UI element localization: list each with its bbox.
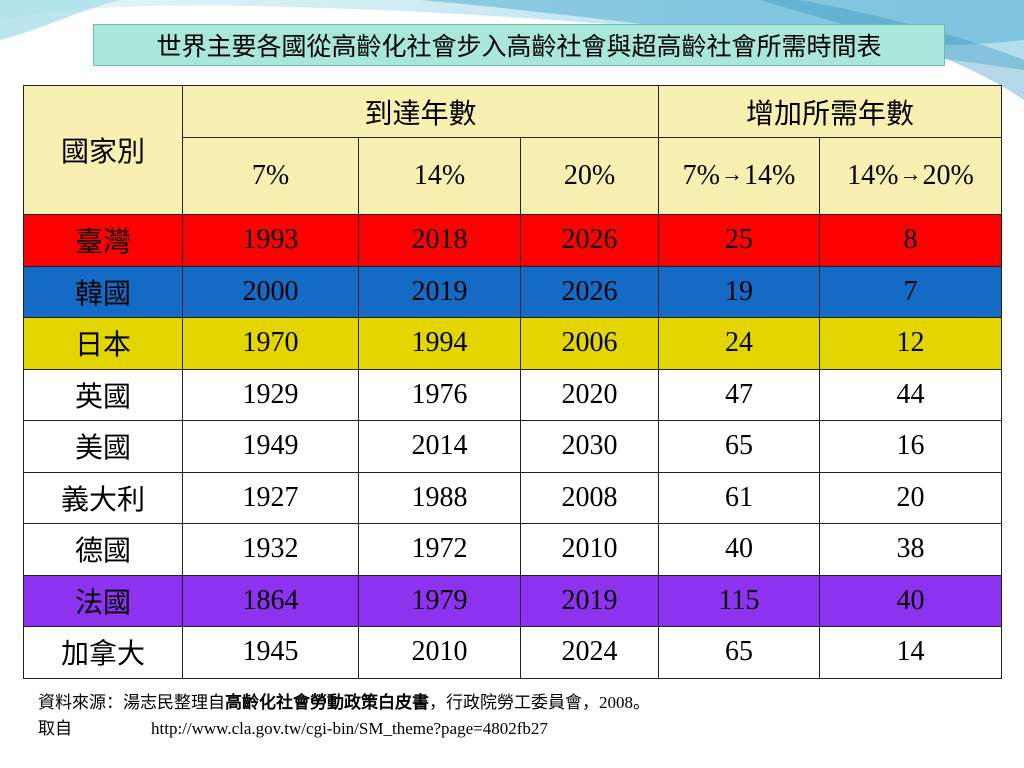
country-cell: 德國: [23, 523, 183, 576]
header-to-1: 14%: [744, 160, 796, 191]
header-col-7: 7%: [182, 137, 359, 215]
header-years-needed: 增加所需年數: [658, 85, 1002, 138]
header-to-2: 20%: [922, 160, 974, 191]
value-cell-y7: 1864: [182, 574, 359, 627]
country-cell: 日本: [23, 317, 183, 370]
header-from-2: 14%: [847, 160, 899, 191]
value-cell-y14: 2019: [358, 265, 521, 318]
value-cell-y20: 2010: [520, 523, 659, 576]
value-cell-d1: 61: [658, 471, 820, 524]
data-table: 國家別 到達年數 增加所需年數 7% 14% 20% 7%→14% 14%→20…: [23, 85, 1002, 679]
source-prefix: 資料來源：湯志民整理自: [38, 693, 225, 712]
retrieved-label: 取自: [38, 719, 72, 738]
value-cell-d2: 16: [819, 420, 1002, 473]
value-cell-y14: 1976: [358, 368, 521, 421]
value-cell-d1: 65: [658, 626, 820, 679]
value-cell-y14: 2010: [358, 626, 521, 679]
country-cell: 義大利: [23, 471, 183, 524]
value-cell-y14: 1988: [358, 471, 521, 524]
value-cell-y20: 2008: [520, 471, 659, 524]
table-row: 臺灣 1993 2018 2026 25 8: [23, 214, 1002, 267]
source-title: 高齡化社會勞動政策白皮書: [225, 693, 429, 712]
source-suffix: ，行政院勞工委員會，2008。: [429, 693, 650, 712]
source-line: 資料來源：湯志民整理自高齡化社會勞動政策白皮書，行政院勞工委員會，2008。: [38, 690, 650, 716]
value-cell-d1: 40: [658, 523, 820, 576]
value-cell-d1: 65: [658, 420, 820, 473]
value-cell-y20: 2020: [520, 368, 659, 421]
arrow-right-icon: →: [721, 161, 743, 186]
retrieved-line: 取自 http://www.cla.gov.tw/cgi-bin/SM_them…: [38, 716, 650, 742]
value-cell-y7: 1932: [182, 523, 359, 576]
value-cell-y20: 2026: [520, 265, 659, 318]
value-cell-d2: 44: [819, 368, 1002, 421]
value-cell-y7: 2000: [182, 265, 359, 318]
value-cell-d2: 7: [819, 265, 1002, 318]
country-cell: 加拿大: [23, 626, 183, 679]
country-cell: 美國: [23, 420, 183, 473]
value-cell-y14: 2018: [358, 214, 521, 267]
table-row: 德國 1932 1972 2010 40 38: [23, 523, 1002, 576]
value-cell-y20: 2026: [520, 214, 659, 267]
header-row-1: 國家別 到達年數 增加所需年數: [23, 85, 1002, 215]
table-row: 法國 1864 1979 2019 115 40: [23, 574, 1002, 627]
header-col-7-to-14: 7%→14%: [658, 137, 820, 215]
header-years-to-reach: 到達年數: [182, 85, 659, 138]
source-url: http://www.cla.gov.tw/cgi-bin/SM_theme?p…: [151, 719, 548, 738]
value-cell-y7: 1945: [182, 626, 359, 679]
page-title: 世界主要各國從高齡化社會步入高齡社會與超高齡社會所需時間表: [93, 24, 945, 66]
table-row: 英國 1929 1976 2020 47 44: [23, 368, 1002, 421]
value-cell-y20: 2030: [520, 420, 659, 473]
value-cell-d1: 115: [658, 574, 820, 627]
country-cell: 韓國: [23, 265, 183, 318]
value-cell-d1: 24: [658, 317, 820, 370]
table-row: 韓國 2000 2019 2026 19 7: [23, 265, 1002, 318]
value-cell-d2: 8: [819, 214, 1002, 267]
value-cell-y7: 1927: [182, 471, 359, 524]
country-cell: 法國: [23, 574, 183, 627]
source-note: 資料來源：湯志民整理自高齡化社會勞動政策白皮書，行政院勞工委員會，2008。 取…: [38, 690, 650, 742]
table-row: 義大利 1927 1988 2008 61 20: [23, 471, 1002, 524]
header-row-2: 7% 14% 20% 7%→14% 14%→20%: [23, 137, 1002, 215]
value-cell-y14: 1972: [358, 523, 521, 576]
country-cell: 英國: [23, 368, 183, 421]
country-cell: 臺灣: [23, 214, 183, 267]
value-cell-d1: 25: [658, 214, 820, 267]
table-row: 加拿大 1945 2010 2024 65 14: [23, 626, 1002, 679]
value-cell-d2: 12: [819, 317, 1002, 370]
value-cell-y7: 1970: [182, 317, 359, 370]
value-cell-d1: 19: [658, 265, 820, 318]
value-cell-y14: 2014: [358, 420, 521, 473]
header-col-20: 20%: [520, 137, 659, 215]
value-cell-d2: 14: [819, 626, 1002, 679]
value-cell-d1: 47: [658, 368, 820, 421]
header-from-1: 7%: [682, 160, 720, 191]
value-cell-y20: 2024: [520, 626, 659, 679]
value-cell-y14: 1979: [358, 574, 521, 627]
header-country: 國家別: [23, 85, 183, 215]
value-cell-y7: 1949: [182, 420, 359, 473]
value-cell-y20: 2019: [520, 574, 659, 627]
table-row: 日本 1970 1994 2006 24 12: [23, 317, 1002, 370]
value-cell-y14: 1994: [358, 317, 521, 370]
value-cell-d2: 38: [819, 523, 1002, 576]
value-cell-d2: 20: [819, 471, 1002, 524]
value-cell-y7: 1929: [182, 368, 359, 421]
value-cell-y20: 2006: [520, 317, 659, 370]
value-cell-d2: 40: [819, 574, 1002, 627]
header-col-14-to-20: 14%→20%: [819, 137, 1002, 215]
header-col-14: 14%: [358, 137, 521, 215]
table-row: 美國 1949 2014 2030 65 16: [23, 420, 1002, 473]
arrow-right-icon: →: [899, 161, 922, 186]
value-cell-y7: 1993: [182, 214, 359, 267]
